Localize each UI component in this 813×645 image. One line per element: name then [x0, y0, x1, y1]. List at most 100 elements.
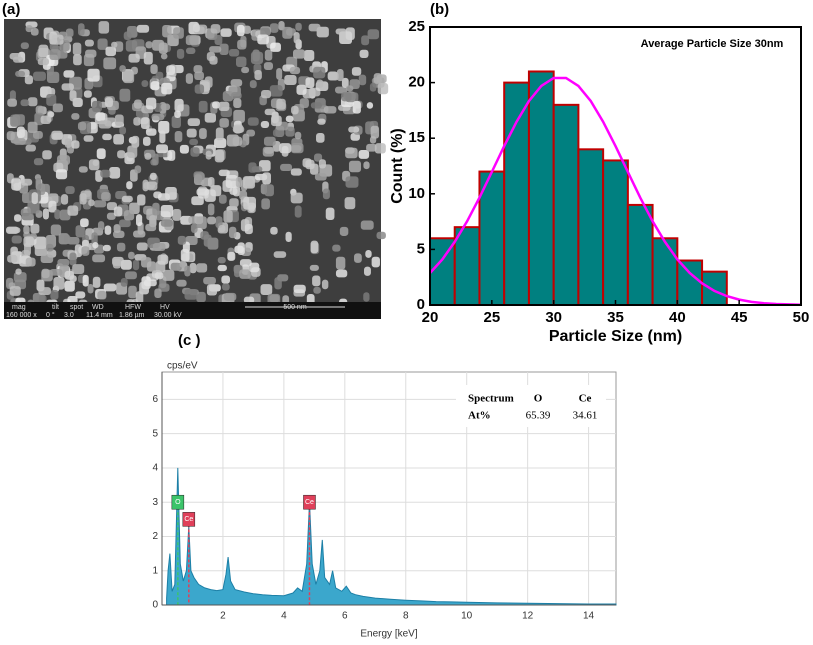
sem-particle	[33, 158, 44, 166]
sem-particle	[120, 277, 128, 287]
y-tick-label: 3	[152, 497, 158, 508]
sem-particle	[262, 172, 271, 185]
sem-particle	[143, 279, 157, 287]
sem-particle	[105, 46, 116, 57]
x-tick-label: 4	[281, 611, 287, 622]
sem-particle	[125, 271, 137, 280]
sem-particle	[242, 176, 256, 189]
sem-particle	[263, 62, 273, 71]
sem-particle	[11, 178, 22, 191]
sem-particle	[53, 277, 65, 290]
sem-particle	[165, 186, 177, 200]
sem-particle	[189, 262, 197, 274]
sem-particle	[214, 149, 224, 163]
sem-particle	[123, 31, 132, 40]
sem-particle	[27, 200, 40, 214]
sem-particle	[20, 42, 29, 49]
sem-particle	[135, 291, 144, 305]
sem-particle	[239, 259, 252, 267]
sem-particle	[206, 284, 218, 296]
sem-info-value: 3.0	[64, 312, 74, 319]
sem-particle	[264, 184, 274, 197]
sem-particle	[325, 207, 335, 220]
sem-particle	[269, 23, 279, 33]
sem-particle	[9, 286, 21, 296]
sem-particle	[92, 276, 101, 288]
scale-bar-label: 500 nm	[283, 304, 307, 311]
y-tick-label: 6	[152, 394, 158, 405]
sem-particle	[204, 112, 216, 123]
y-tick-label: 10	[408, 185, 425, 202]
sem-particle	[188, 216, 201, 224]
sem-particle	[370, 125, 380, 139]
sem-particle	[150, 64, 158, 74]
sem-particle	[125, 40, 138, 52]
sem-particle	[75, 291, 86, 299]
sem-particle	[359, 49, 369, 59]
sem-particle	[101, 192, 111, 202]
sem-particle	[98, 21, 110, 34]
sem-particle	[214, 138, 227, 148]
sem-particle	[97, 291, 107, 300]
x-axis-label: Particle Size (nm)	[549, 328, 682, 345]
sem-particle	[294, 205, 302, 218]
sem-particle	[106, 212, 116, 220]
sem-particle	[235, 56, 247, 67]
sem-info-header: HFW	[125, 304, 141, 311]
sem-particle	[127, 145, 138, 159]
sem-particle	[42, 150, 52, 160]
sem-particle	[237, 39, 247, 50]
sem-particle	[257, 34, 269, 45]
sem-particle	[234, 265, 241, 278]
sem-particle	[152, 153, 159, 166]
sem-particle	[270, 226, 278, 235]
sem-particle	[227, 251, 236, 261]
sem-particle	[371, 256, 380, 268]
sem-particle	[78, 23, 85, 36]
sem-particle	[141, 80, 149, 87]
sem-particle	[87, 68, 100, 82]
sem-info-value: 1.86 µm	[119, 312, 145, 319]
sem-particle	[142, 179, 149, 192]
sem-particle	[186, 128, 197, 138]
sem-particle	[65, 28, 74, 38]
sem-particle	[136, 24, 150, 33]
sem-particle	[113, 224, 121, 233]
sem-particle	[7, 254, 18, 263]
sem-particle	[302, 158, 312, 168]
panel-label: (c )	[178, 332, 201, 349]
sem-particle	[282, 26, 293, 39]
sem-particle	[15, 70, 26, 77]
sem-particle	[6, 131, 15, 141]
sem-particle	[64, 138, 72, 148]
sem-particle	[174, 110, 181, 119]
x-tick-label: 10	[461, 611, 473, 622]
sem-particle	[9, 90, 16, 101]
sem-particle	[146, 261, 157, 272]
sem-particle	[358, 150, 370, 159]
x-tick-label: 6	[342, 611, 348, 622]
sem-particle	[25, 144, 36, 152]
sem-particle	[335, 256, 346, 270]
sem-particle	[104, 225, 112, 235]
sem-particle	[162, 269, 175, 281]
sem-particle	[314, 153, 323, 162]
sem-particle	[263, 136, 276, 146]
sem-particle	[7, 227, 21, 234]
sem-particle	[217, 264, 227, 272]
sem-particle	[35, 177, 42, 190]
x-tick-label: 2	[220, 611, 226, 622]
sem-particle	[221, 275, 230, 284]
sem-particle	[13, 138, 26, 145]
sem-info-header: HV	[160, 304, 170, 311]
sem-particle	[46, 243, 54, 252]
sem-particle	[162, 24, 172, 38]
y-tick-label: 0	[417, 296, 425, 313]
sem-particle	[308, 23, 321, 32]
sem-particle	[193, 65, 203, 74]
y-tick-label: 4	[152, 463, 158, 474]
sem-particle	[310, 240, 319, 254]
sem-particle	[290, 168, 302, 176]
sem-particle	[37, 58, 49, 66]
